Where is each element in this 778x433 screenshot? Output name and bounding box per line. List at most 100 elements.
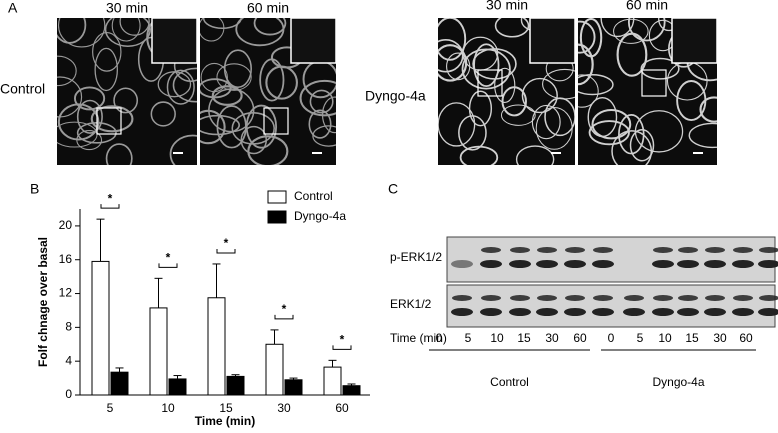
band [510, 247, 530, 253]
band [536, 260, 558, 268]
cell-outline [521, 77, 558, 114]
cell-outline [640, 57, 680, 80]
band [653, 247, 673, 253]
cell-outline [312, 125, 336, 147]
time-label: 60 min [626, 0, 668, 13]
cell-outline [157, 71, 192, 98]
band [623, 308, 645, 316]
band [652, 260, 674, 268]
lane-label: 10 [490, 331, 504, 345]
lane-label: 0 [436, 331, 443, 345]
cell-outline [588, 120, 630, 146]
cell-outline [247, 135, 289, 165]
cell-outline [627, 18, 666, 42]
cell-outline [223, 49, 252, 89]
cell-outline [494, 67, 516, 104]
cell-outline [200, 18, 225, 42]
legend-label: Control [294, 189, 333, 203]
cell-outline [587, 97, 618, 138]
error-bar [212, 263, 221, 298]
cell-outline [438, 44, 468, 82]
band [592, 260, 614, 268]
lane-label: 0 [608, 331, 615, 345]
x-axis-label: Time (min) [195, 414, 255, 428]
legend-label: Dyngo-4a [294, 209, 346, 223]
inset [529, 17, 576, 64]
cell-outline [92, 31, 122, 72]
cell-outline [578, 20, 596, 54]
cell-outline [94, 47, 118, 92]
cell-outline [104, 18, 151, 47]
lane-label: 15 [685, 331, 699, 345]
cell-outline [473, 43, 500, 88]
time-label: Time (min) [390, 331, 447, 345]
x-tick-label: 10 [161, 401, 175, 415]
cell-outline [458, 115, 487, 151]
lane-label: 30 [713, 331, 727, 345]
lane-label: 5 [637, 331, 644, 345]
cell-outline [57, 103, 100, 141]
significance: * [108, 191, 113, 205]
legend-swatch [267, 190, 287, 204]
cell-outline [253, 18, 287, 36]
y-tick-label: 8 [65, 320, 72, 334]
error-bar [231, 374, 240, 377]
cell-outline [57, 18, 106, 48]
row-label: ERK1/2 [390, 297, 432, 311]
x-tick-label: 15 [219, 401, 233, 415]
band [677, 260, 699, 268]
band [565, 247, 585, 253]
panel-label: C [388, 181, 398, 197]
error-bar [328, 359, 337, 368]
cell-outline [613, 18, 649, 44]
group-label: Dyngo-4a [652, 375, 704, 389]
cell-outline [688, 122, 717, 149]
cell-outline [515, 145, 555, 165]
time-label: 60 min [247, 0, 289, 16]
cell-outline [57, 55, 77, 87]
cell-outline [105, 143, 133, 165]
lane-label: 60 [739, 331, 753, 345]
cell-outlines [578, 18, 717, 165]
x-tick-label: 30 [277, 401, 291, 415]
bar [342, 385, 361, 396]
time-label: 30 min [106, 0, 148, 16]
band [537, 295, 557, 301]
cell-outline [699, 96, 717, 123]
band [509, 260, 531, 268]
cell-outline [446, 52, 471, 81]
band [452, 295, 472, 301]
error-bar [96, 218, 105, 262]
cell-outline [629, 129, 655, 162]
lane-label: 60 [573, 331, 587, 345]
y-tick-label: 20 [59, 218, 73, 232]
band [593, 295, 613, 301]
time-label: 30 min [486, 0, 528, 13]
band [759, 247, 778, 253]
significance-bracket [332, 345, 352, 350]
panel-label: B [30, 181, 39, 197]
band [732, 308, 754, 316]
condition-label: Control [0, 81, 45, 97]
error-bar [154, 277, 163, 308]
cell-outline [438, 18, 467, 61]
y-tick-label: 12 [59, 286, 73, 300]
bar [149, 307, 168, 396]
significance-bracket [158, 263, 178, 268]
cell-outline [321, 96, 336, 134]
cell-outline [459, 145, 499, 165]
band [758, 308, 778, 316]
band [592, 308, 614, 316]
band [704, 308, 726, 316]
bar [110, 371, 129, 396]
band [480, 260, 502, 268]
band [653, 295, 673, 301]
legend-swatch [267, 210, 287, 224]
cell-outline [591, 109, 632, 140]
roi-box [477, 69, 503, 97]
roi-box [641, 69, 667, 97]
cell-outline [172, 67, 197, 103]
cell-outline [166, 69, 195, 105]
cell-outline [472, 48, 517, 80]
row-label: p-ERK1/2 [390, 250, 442, 264]
